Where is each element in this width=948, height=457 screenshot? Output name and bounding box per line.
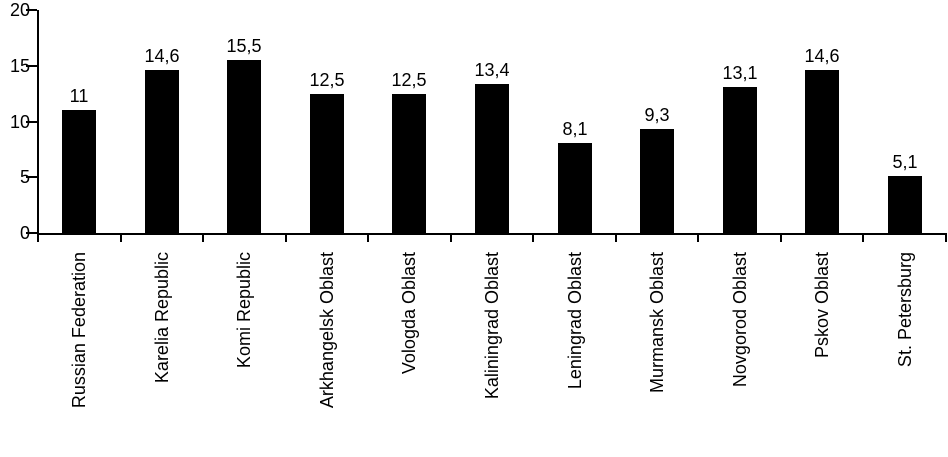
category-label: Kaliningrad Oblast xyxy=(482,252,502,400)
x-axis-tick xyxy=(449,233,452,242)
x-axis-line xyxy=(37,233,947,235)
bar xyxy=(227,60,261,233)
bar xyxy=(310,94,344,233)
bar-value-label: 13,4 xyxy=(474,60,510,80)
bar-value-label: 15,5 xyxy=(226,36,262,56)
category-label: Leningrad Oblast xyxy=(565,252,585,390)
bar xyxy=(558,143,592,233)
category-label: Vologda Oblast xyxy=(399,252,419,375)
bar xyxy=(145,70,179,233)
category-label: Russian Federation xyxy=(69,252,89,409)
bar xyxy=(888,176,922,233)
category-label: Karelia Republic xyxy=(152,252,172,384)
bar-value-label: 11 xyxy=(69,86,89,106)
bar xyxy=(805,70,839,233)
bar xyxy=(640,129,674,233)
bar-value-label: 8,1 xyxy=(562,119,588,139)
category-label: Novgorod Oblast xyxy=(730,252,750,388)
category-label: Murmansk Oblast xyxy=(647,252,667,394)
category-label: Arkhangelsk Oblast xyxy=(317,252,337,409)
bar-value-label: 12,5 xyxy=(391,70,427,90)
bar xyxy=(392,94,426,233)
x-axis-tick xyxy=(779,233,782,242)
bar-value-label: 5,1 xyxy=(892,152,918,172)
y-axis-tick xyxy=(26,64,37,67)
x-axis-tick xyxy=(945,233,947,242)
x-axis-tick xyxy=(37,233,39,242)
y-axis-tick-label: 0 xyxy=(19,223,30,243)
y-axis-tick-label: 5 xyxy=(19,167,30,188)
x-axis-tick xyxy=(202,233,205,242)
bar-value-label: 12,5 xyxy=(309,70,345,90)
y-axis-tick xyxy=(26,176,37,179)
bar-value-label: 9,3 xyxy=(644,105,670,125)
y-axis-line xyxy=(37,10,39,235)
x-axis-tick xyxy=(367,233,370,242)
bar xyxy=(475,84,509,233)
x-axis-tick xyxy=(697,233,700,242)
y-axis-tick xyxy=(26,9,37,11)
x-axis-tick xyxy=(614,233,617,242)
category-label: St. Petersburg xyxy=(895,252,915,368)
bar-value-label: 14,6 xyxy=(144,46,180,66)
bar xyxy=(723,87,757,233)
y-axis-tick-label: 20 xyxy=(9,0,30,20)
category-label: Komi Republic xyxy=(234,252,254,369)
y-axis-tick xyxy=(26,120,37,123)
x-axis-tick xyxy=(532,233,535,242)
y-axis-tick-label: 15 xyxy=(9,55,30,76)
y-axis-tick-label: 10 xyxy=(9,111,30,132)
x-axis-tick xyxy=(119,233,122,242)
x-axis-tick xyxy=(284,233,287,242)
x-axis-tick xyxy=(862,233,865,242)
bar-value-label: 14,6 xyxy=(804,46,840,66)
bar xyxy=(62,110,96,233)
bar-value-label: 13,1 xyxy=(722,63,758,83)
category-label: Pskov Oblast xyxy=(812,252,832,359)
y-axis-tick xyxy=(26,232,37,234)
